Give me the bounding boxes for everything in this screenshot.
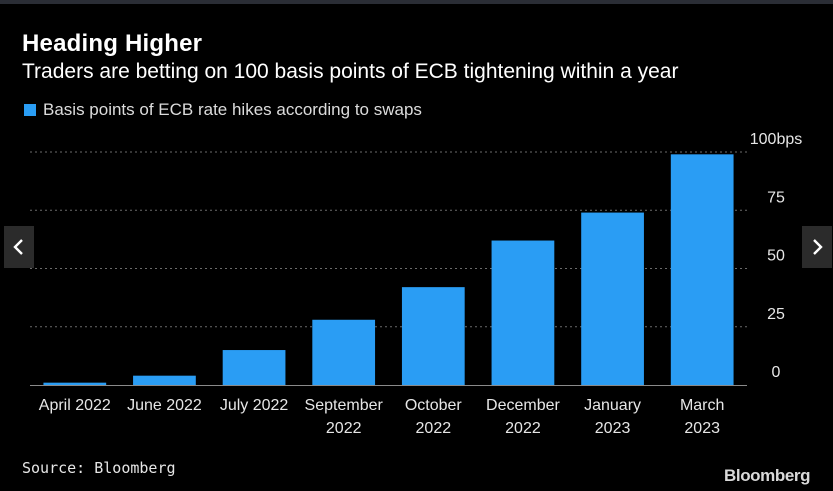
x-tick-label: April 2022 bbox=[39, 397, 111, 414]
x-tick-label: 2022 bbox=[326, 420, 362, 437]
bar bbox=[222, 350, 286, 385]
x-tick-label: 2022 bbox=[505, 420, 541, 437]
chart-legend: Basis points of ECB rate hikes according… bbox=[24, 100, 422, 120]
bar bbox=[670, 154, 734, 385]
legend-swatch bbox=[24, 104, 36, 116]
next-chart-button[interactable] bbox=[802, 226, 832, 268]
legend-label: Basis points of ECB rate hikes according… bbox=[43, 100, 422, 119]
top-border bbox=[0, 0, 833, 4]
x-tick-label: 2023 bbox=[595, 420, 631, 437]
x-tick-label: October bbox=[405, 397, 463, 414]
x-tick-label: June 2022 bbox=[127, 397, 202, 414]
y-tick-label: 100bps bbox=[750, 131, 803, 148]
y-tick-label: 50 bbox=[767, 248, 785, 265]
x-tick-label: 2022 bbox=[416, 420, 452, 437]
x-tick-label: December bbox=[486, 397, 560, 414]
y-tick-label: 0 bbox=[772, 364, 781, 381]
chart-subtitle: Traders are betting on 100 basis points … bbox=[22, 60, 679, 83]
x-axis-ticks: April 2022 June 2022 July 2022 September 202… bbox=[39, 397, 725, 437]
x-tick-label: July 2022 bbox=[220, 397, 289, 414]
bars bbox=[43, 154, 734, 385]
x-tick-label: January bbox=[584, 397, 641, 414]
y-tick-label: 25 bbox=[767, 306, 785, 323]
x-tick-label: September bbox=[305, 397, 384, 414]
chart-title: Heading Higher bbox=[22, 30, 203, 57]
bar bbox=[43, 382, 107, 385]
x-tick-label: March bbox=[680, 397, 724, 414]
gridlines bbox=[30, 151, 747, 386]
bloomberg-logo: Bloomberg bbox=[724, 466, 811, 485]
y-axis-ticks: 0 25 50 75 100bps bbox=[750, 131, 803, 381]
bar bbox=[401, 287, 465, 385]
bar bbox=[133, 375, 196, 385]
source-note: Source: Bloomberg bbox=[22, 459, 176, 477]
y-tick-label: 75 bbox=[767, 189, 785, 206]
bar bbox=[581, 212, 644, 385]
chevron-left-icon bbox=[13, 239, 23, 255]
x-tick-label: 2023 bbox=[684, 420, 720, 437]
bar bbox=[491, 240, 555, 385]
bar bbox=[312, 319, 376, 385]
chevron-right-icon bbox=[813, 239, 823, 255]
previous-chart-button[interactable] bbox=[4, 226, 34, 268]
